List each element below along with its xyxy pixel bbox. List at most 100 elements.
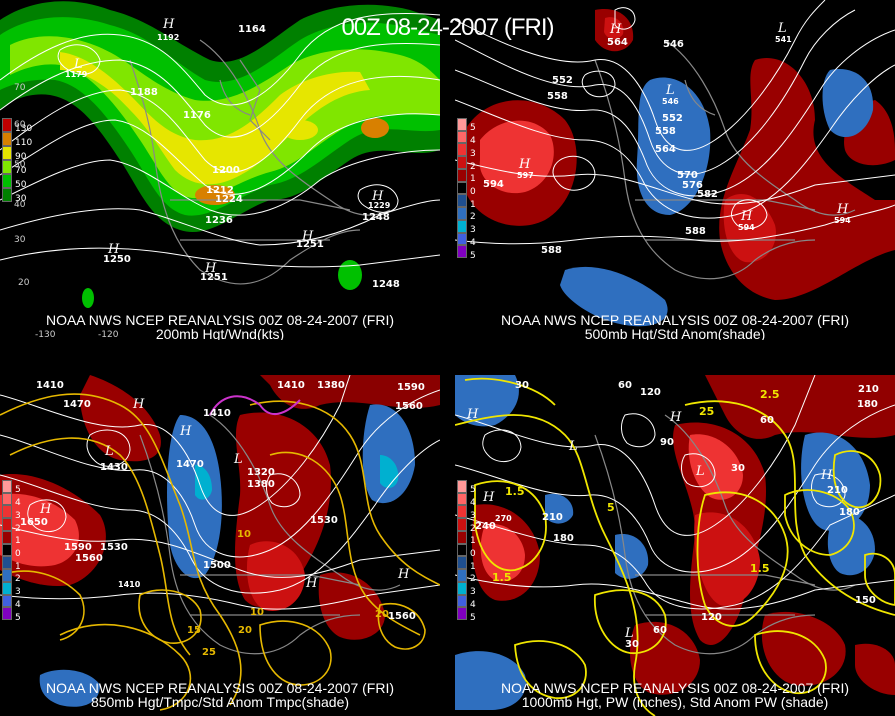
panel-200mb: 1164 1188 1176 1200 1212 1224 1236 1248 … xyxy=(0,0,440,340)
contour-label: 180 xyxy=(839,507,860,518)
legend-label: 4 xyxy=(470,599,476,610)
legend-swatch xyxy=(457,232,467,246)
legend-swatch xyxy=(457,505,467,519)
legend-label: 1 xyxy=(470,561,476,572)
contour-label: 1470 xyxy=(63,399,91,410)
coastlines xyxy=(594,414,856,655)
caption-line1: NOAA NWS NCEP REANALYSIS 00Z 08-24-2007 … xyxy=(45,312,395,328)
legend-swatch xyxy=(2,607,12,620)
legend-swatch xyxy=(2,556,12,570)
contour-label: 588 xyxy=(685,226,706,237)
pw-label: 1.5 xyxy=(492,571,512,584)
legend-label: 3 xyxy=(15,510,21,521)
contour-labels: 1164 1188 1176 1200 1212 1224 1236 1248 … xyxy=(65,24,400,290)
legend-label: 4 xyxy=(15,498,21,509)
legend-swatch xyxy=(457,130,467,144)
contour-label: 1410 xyxy=(277,380,305,391)
legend-label: 4 xyxy=(470,498,476,509)
legend-swatch xyxy=(457,156,467,169)
contour-label: 1179 xyxy=(65,70,88,79)
contour-label: 120 xyxy=(640,387,661,398)
legend-label: 5 xyxy=(470,250,476,261)
panel-850mb: 1410 1410 1380 1470 1590 1560 1410 1430 … xyxy=(0,375,440,716)
contour-label: 564 xyxy=(607,37,628,48)
contour-label: 1224 xyxy=(215,194,243,205)
legend-swatch xyxy=(457,543,467,557)
high-center: H xyxy=(162,17,175,32)
contour-label: 60 xyxy=(618,380,632,391)
high-center: H xyxy=(466,407,479,422)
contour-label: 1176 xyxy=(183,110,211,121)
pw-label: 25 xyxy=(699,405,714,418)
contour-label: 546 xyxy=(663,39,684,50)
legend-label: 90 xyxy=(15,152,27,162)
high-center: H xyxy=(518,157,531,172)
legend-label: 3 xyxy=(470,148,476,159)
caption-line2: 500mb Hgt/Std Anom(shade) xyxy=(584,326,766,340)
contour-label: 30 xyxy=(625,639,639,650)
legend-label: 4 xyxy=(15,599,21,610)
tick-label: -130 xyxy=(35,330,56,340)
legend-label: 3 xyxy=(470,510,476,521)
contour-labels: 564 546 541 552 558 546 552 558 564 570 … xyxy=(483,35,851,256)
legend-swatch xyxy=(457,181,467,195)
contour-label: 1410 xyxy=(118,580,141,589)
low-center: L xyxy=(665,83,675,98)
pw-label: 1.5 xyxy=(505,485,525,498)
legend-swatch xyxy=(2,505,12,519)
contour-label: 1248 xyxy=(372,279,400,290)
legend-swatch xyxy=(457,219,467,233)
contour-label: 1530 xyxy=(100,542,128,553)
high-center: H xyxy=(740,209,753,224)
legend-label: 1 xyxy=(15,536,21,547)
legend-label: 110 xyxy=(15,138,33,148)
legend-swatch xyxy=(457,518,467,531)
pressure-centers: H H L L H H H xyxy=(39,397,410,591)
contour-label: 570 xyxy=(677,170,698,181)
contour-label: 1560 xyxy=(395,401,423,412)
legend-label: 1 xyxy=(470,199,476,210)
legend-swatch xyxy=(2,492,12,506)
legend-swatch xyxy=(2,174,12,188)
contour-label: 30 xyxy=(731,463,745,474)
legend-label: 2 xyxy=(470,161,476,172)
contour-label: 30 xyxy=(515,380,529,391)
legend-label: 2 xyxy=(470,523,476,534)
contour-label: 1188 xyxy=(130,87,158,98)
contour-label: 1236 xyxy=(205,215,233,226)
contour-label: 1192 xyxy=(157,33,179,42)
anomaly-shading xyxy=(0,375,440,707)
contour-label: 1410 xyxy=(203,408,231,419)
tick-label: 30 xyxy=(14,235,26,245)
tick-label: 70 xyxy=(14,83,26,93)
legend-label: 5 xyxy=(470,612,476,623)
pw-contours xyxy=(455,377,895,716)
high-center: H xyxy=(179,424,192,439)
contour-label: 1229 xyxy=(368,201,391,210)
legend-swatch xyxy=(457,168,467,182)
high-center: H xyxy=(820,468,833,483)
contour-label: 1320 xyxy=(247,467,275,478)
contour-label: 1470 xyxy=(176,459,204,470)
coastlines xyxy=(594,39,856,280)
temp-label: 15 xyxy=(187,625,201,636)
contour-label: 1200 xyxy=(212,165,240,176)
tick-label: 40 xyxy=(14,200,26,210)
pw-label: 1.5 xyxy=(750,562,770,575)
map-200mb: 1164 1188 1176 1200 1212 1224 1236 1248 … xyxy=(0,1,440,340)
high-center: H xyxy=(305,576,318,591)
contour-label: 594 xyxy=(834,216,851,225)
legend-label: 4 xyxy=(470,237,476,248)
caption-line2: 200mb Hgt/Wnd(kts) xyxy=(155,326,285,340)
low-center: L xyxy=(73,57,83,72)
height-contours xyxy=(0,375,440,610)
contour-labels: 1410 1410 1380 1470 1590 1560 1410 1430 … xyxy=(20,380,425,622)
contour-label: 576 xyxy=(682,180,703,191)
legend-swatch xyxy=(2,543,12,557)
contour-label: 1430 xyxy=(100,462,128,473)
caption-line1: NOAA NWS NCEP REANALYSIS 00Z 08-24-2007 … xyxy=(500,680,850,696)
caption-line1: NOAA NWS NCEP REANALYSIS 00Z 08-24-2007 … xyxy=(45,680,395,696)
